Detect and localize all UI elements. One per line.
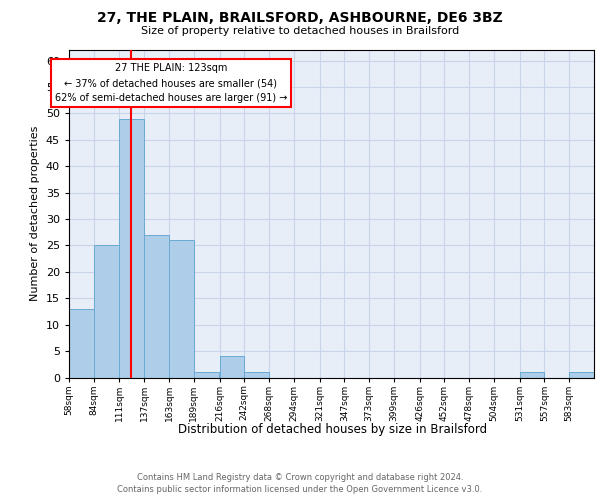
Bar [94, 246, 119, 378]
Bar [119, 118, 144, 378]
Bar [569, 372, 594, 378]
Bar [244, 372, 269, 378]
Bar [69, 309, 94, 378]
Text: 27 THE PLAIN: 123sqm
← 37% of detached houses are smaller (54)
62% of semi-detac: 27 THE PLAIN: 123sqm ← 37% of detached h… [55, 63, 287, 103]
Bar [220, 356, 244, 378]
Text: 27, THE PLAIN, BRAILSFORD, ASHBOURNE, DE6 3BZ: 27, THE PLAIN, BRAILSFORD, ASHBOURNE, DE… [97, 12, 503, 26]
Text: Distribution of detached houses by size in Brailsford: Distribution of detached houses by size … [178, 422, 488, 436]
Bar [169, 240, 194, 378]
Y-axis label: Number of detached properties: Number of detached properties [30, 126, 40, 302]
Bar [194, 372, 218, 378]
Bar [520, 372, 544, 378]
Text: Size of property relative to detached houses in Brailsford: Size of property relative to detached ho… [141, 26, 459, 36]
Text: Contains public sector information licensed under the Open Government Licence v3: Contains public sector information licen… [118, 485, 482, 494]
Text: Contains HM Land Registry data © Crown copyright and database right 2024.: Contains HM Land Registry data © Crown c… [137, 472, 463, 482]
Bar [144, 235, 169, 378]
